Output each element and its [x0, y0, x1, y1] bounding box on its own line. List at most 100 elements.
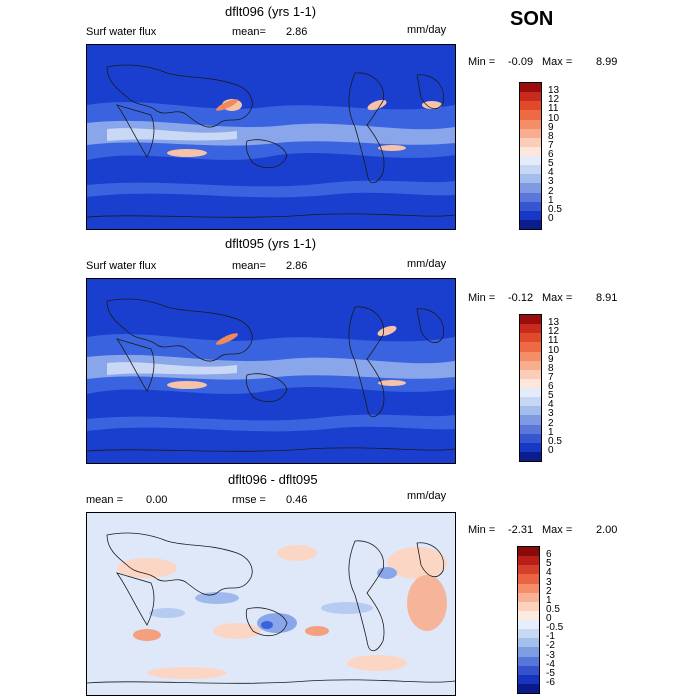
colorbar-segment — [518, 638, 539, 648]
colorbar-segment — [520, 351, 541, 361]
panel2-max-label: Max = — [542, 292, 573, 304]
colorbar-segment — [518, 574, 539, 584]
panel3-colorbar — [517, 546, 540, 694]
panel2-min-label: Min = — [468, 292, 496, 304]
colorbar-segment — [518, 556, 539, 566]
colorbar-segment — [518, 683, 539, 693]
colorbar-segment — [520, 406, 541, 416]
colorbar-tick-label: 0 — [548, 212, 554, 224]
colorbar-segment — [520, 165, 541, 175]
colorbar-tick-label: 11 — [548, 103, 559, 115]
colorbar-segment — [520, 415, 541, 425]
colorbar-segment — [520, 156, 541, 166]
colorbar-segment — [520, 192, 541, 202]
colorbar-tick-label: -4 — [546, 658, 555, 670]
panel1-title: dflt096 (yrs 1-1) — [225, 4, 317, 19]
colorbar-segment — [518, 665, 539, 675]
colorbar-segment — [520, 451, 541, 461]
panel1-map-svg — [87, 45, 455, 229]
colorbar-segment — [520, 424, 541, 434]
panel1-max-value: 8.99 — [596, 56, 618, 68]
colorbar-tick-label: 9 — [548, 121, 554, 133]
colorbar-segment — [518, 620, 539, 630]
panel1-mean-value: 2.86 — [286, 26, 308, 38]
colorbar-tick-label: 1 — [548, 194, 554, 206]
colorbar-segment — [520, 92, 541, 102]
colorbar-segment — [520, 101, 541, 111]
colorbar-tick-label: 3 — [548, 176, 554, 188]
colorbar-tick-label: 5 — [548, 158, 554, 170]
colorbar-segment — [520, 146, 541, 156]
panel1-max-label: Max = — [542, 56, 573, 68]
colorbar-segment — [520, 360, 541, 370]
colorbar-tick-label: 3 — [546, 576, 552, 588]
colorbar-segment — [520, 219, 541, 229]
colorbar-segment — [520, 442, 541, 452]
colorbar-tick-label: 7 — [548, 139, 554, 151]
panel3-map-svg — [87, 513, 455, 695]
colorbar-tick-label: 5 — [548, 390, 554, 402]
colorbar-tick-label: 8 — [548, 362, 554, 374]
panel2-colorbar — [519, 314, 542, 462]
panel3-mean-label: mean = — [86, 494, 123, 506]
panel2-variable-label: Surf water flux — [86, 260, 157, 272]
panel3-max-value: 2.00 — [596, 524, 618, 536]
panel2-title: dflt095 (yrs 1-1) — [225, 236, 317, 251]
colorbar-segment — [520, 83, 541, 93]
colorbar-tick-label: 12 — [548, 326, 560, 338]
colorbar-tick-label: 13 — [548, 85, 560, 97]
colorbar-segment — [518, 547, 539, 557]
panel2-colorbar-labels: 13 12 11 10 9 8 7 6 5 4 3 2 1 0.5 0 — [548, 314, 578, 460]
colorbar-tick-label: -2 — [546, 640, 555, 652]
colorbar-tick-label: 0.5 — [548, 203, 562, 215]
colorbar-segment — [518, 565, 539, 575]
colorbar-segment — [518, 647, 539, 657]
colorbar-tick-label: 6 — [548, 149, 554, 160]
colorbar-tick-label: -6 — [546, 676, 555, 688]
colorbar-segment — [520, 201, 541, 211]
colorbar-segment — [520, 324, 541, 334]
colorbar-segment — [520, 110, 541, 120]
colorbar-tick-label: 6 — [546, 549, 552, 561]
panel3-title: dflt096 - dflt095 — [228, 472, 318, 487]
panel2-map-svg — [87, 279, 455, 463]
colorbar-segment — [518, 629, 539, 639]
colorbar-segment — [520, 119, 541, 129]
colorbar-segment — [520, 315, 541, 325]
colorbar-tick-label: -3 — [546, 649, 555, 661]
panel1-mean-label: mean= — [232, 26, 266, 38]
colorbar-tick-label: 7 — [548, 371, 554, 383]
colorbar-tick-label: 0.5 — [548, 435, 562, 447]
colorbar-tick-label: 1 — [546, 594, 552, 606]
panel2-mean-label: mean= — [232, 260, 266, 272]
colorbar-segment — [520, 137, 541, 147]
colorbar-tick-label: 2 — [548, 417, 554, 429]
colorbar-tick-label: 4 — [548, 167, 554, 179]
panel2-units: mm/day — [407, 258, 447, 270]
colorbar-tick-label: 2 — [546, 585, 552, 597]
panel1-map — [86, 44, 456, 230]
panel2-max-value: 8.91 — [596, 292, 618, 304]
colorbar-tick-label: -5 — [546, 667, 555, 679]
colorbar-tick-label: 0.5 — [546, 603, 560, 615]
panel3-rmse-label: rmse = — [232, 494, 266, 506]
colorbar-segment — [520, 342, 541, 352]
colorbar-tick-label: 2 — [548, 185, 554, 197]
colorbar-segment — [520, 128, 541, 138]
colorbar-tick-label: 12 — [548, 94, 560, 106]
panel2-mean-value: 2.86 — [286, 260, 308, 272]
colorbar-segment — [520, 397, 541, 407]
panel1-colorbar — [519, 82, 542, 230]
panel1-units: mm/day — [407, 24, 447, 36]
panel1-colorbar-labels: 13 12 11 10 9 8 7 6 5 4 3 2 1 0.5 0 — [548, 82, 578, 228]
panel3-min-label: Min = — [468, 524, 496, 536]
colorbar-segment — [520, 369, 541, 379]
colorbar-segment — [518, 601, 539, 611]
panel1-variable-label: Surf water flux — [86, 26, 157, 38]
colorbar-tick-label: 1 — [548, 426, 554, 438]
panel3-colorbar-labels: 6 5 4 3 2 1 0.5 0 -0.5 -1 -2 -3 -4 -5 -6 — [546, 546, 586, 692]
colorbar-tick-label: 0 — [548, 444, 554, 456]
colorbar-tick-label: 3 — [548, 408, 554, 420]
colorbar-segment — [518, 592, 539, 602]
panel3-map — [86, 512, 456, 696]
